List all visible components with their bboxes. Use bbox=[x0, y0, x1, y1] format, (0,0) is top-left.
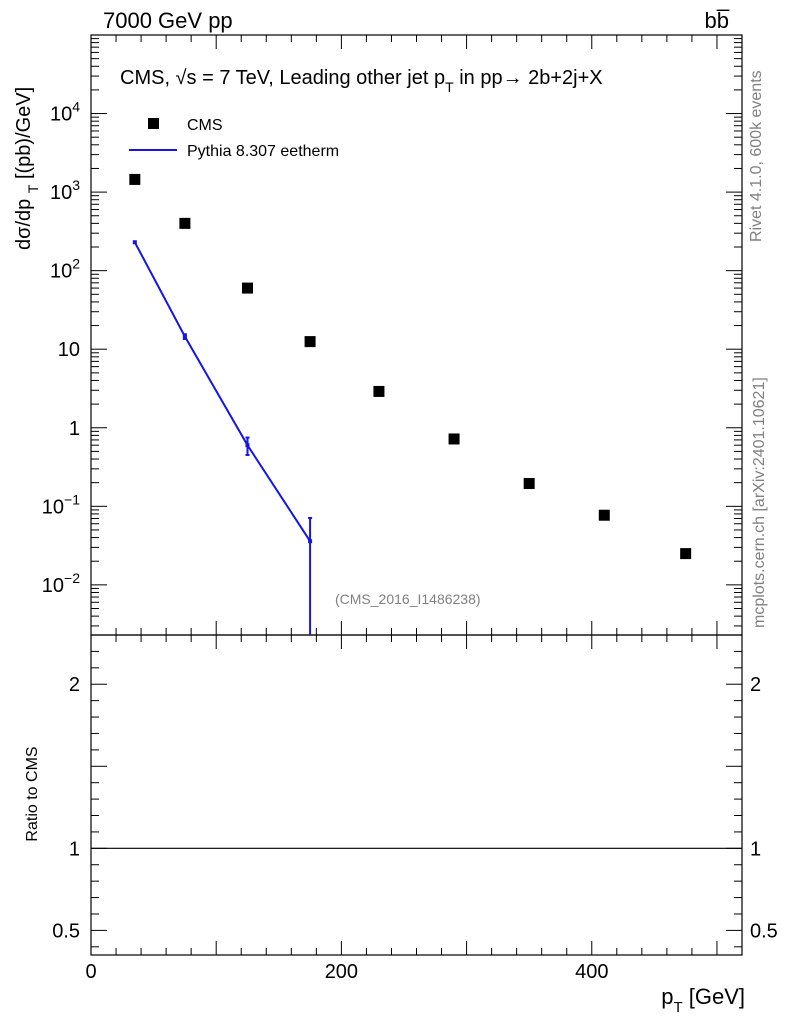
ratio-tick-label-right: 2 bbox=[750, 674, 761, 696]
chart-title-part1: CMS, √s = 7 TeV, Leading other jet p bbox=[120, 67, 445, 89]
ratio-y-axis-label: Ratio to CMS bbox=[24, 746, 41, 841]
mc-point bbox=[308, 539, 313, 544]
mcplots-label: mcplots.cern.ch [arXiv:2401.10621] bbox=[751, 377, 768, 628]
legend-data-label: CMS bbox=[187, 117, 223, 134]
ratio-plot-frame bbox=[90, 634, 743, 956]
legend-mc-label: Pythia 8.307 eetherm bbox=[187, 143, 339, 160]
x-tick-label: 200 bbox=[325, 961, 358, 983]
y-tick-label: 10−2 bbox=[42, 570, 80, 597]
chart-title: CMS, √s = 7 TeV, Leading other jet pT in… bbox=[120, 67, 603, 95]
y-axis-label-part1: dσ/dp bbox=[13, 193, 35, 250]
ratio-tick-label-left: 0.5 bbox=[52, 920, 80, 942]
x-axis-label-part1: p bbox=[661, 984, 673, 1009]
data-point bbox=[129, 173, 141, 185]
rivet-label: Rivet 4.1.0, 600k events bbox=[748, 70, 765, 242]
mc-point bbox=[182, 334, 187, 339]
ratio-tick-label-right: 1 bbox=[750, 838, 761, 860]
y-axis-label-sub: T bbox=[25, 184, 41, 193]
y-tick-label: 102 bbox=[50, 256, 80, 283]
y-tick-label: 1 bbox=[69, 418, 80, 440]
data-point bbox=[680, 548, 692, 560]
header-right: bb̅ bbox=[705, 8, 730, 33]
data-point bbox=[598, 509, 610, 521]
tick-labels: 0 200 400 10−2 10−1 1 10 102 103 104 0.5 0.5 1 1 2 2 bbox=[42, 99, 778, 983]
data-point bbox=[179, 217, 191, 229]
chart-title-part2: in pp→ 2b+2j+X bbox=[454, 67, 603, 89]
analysis-id: (CMS_2016_I1486238) bbox=[335, 591, 481, 607]
mc-point bbox=[132, 240, 137, 245]
y-tick-label: 10−1 bbox=[42, 491, 80, 518]
y-axis-label: dσ/dp T [(pb)/GeV] bbox=[13, 87, 41, 250]
data-point bbox=[523, 478, 535, 490]
y-tick-label: 10 bbox=[58, 339, 80, 361]
data-point bbox=[373, 385, 385, 397]
mc-point bbox=[245, 443, 250, 448]
data-point bbox=[448, 433, 460, 445]
y-tick-label: 103 bbox=[50, 177, 80, 204]
x-tick-label: 400 bbox=[575, 961, 608, 983]
header-left: 7000 GeV pp bbox=[103, 8, 233, 33]
x-tick-label: 0 bbox=[85, 961, 96, 983]
ratio-tick-label-right: 0.5 bbox=[750, 920, 778, 942]
axis-ticks bbox=[90, 34, 743, 955]
data-point bbox=[241, 282, 253, 294]
mc-line bbox=[133, 241, 311, 542]
data-point bbox=[304, 336, 316, 348]
y-tick-label: 104 bbox=[50, 99, 80, 126]
ratio-tick-label-left: 2 bbox=[69, 674, 80, 696]
data-marks bbox=[91, 173, 742, 849]
ratio-tick-label-left: 1 bbox=[69, 838, 80, 860]
y-axis-label-part2: [(pb)/GeV] bbox=[13, 87, 35, 185]
legend-data-marker bbox=[148, 118, 159, 129]
x-axis-label-part2: [GeV] bbox=[683, 984, 745, 1009]
x-axis-label: pT [GeV] bbox=[661, 984, 745, 1016]
x-axis-label-sub: T bbox=[673, 999, 682, 1016]
chart-title-sub: T bbox=[445, 79, 454, 95]
